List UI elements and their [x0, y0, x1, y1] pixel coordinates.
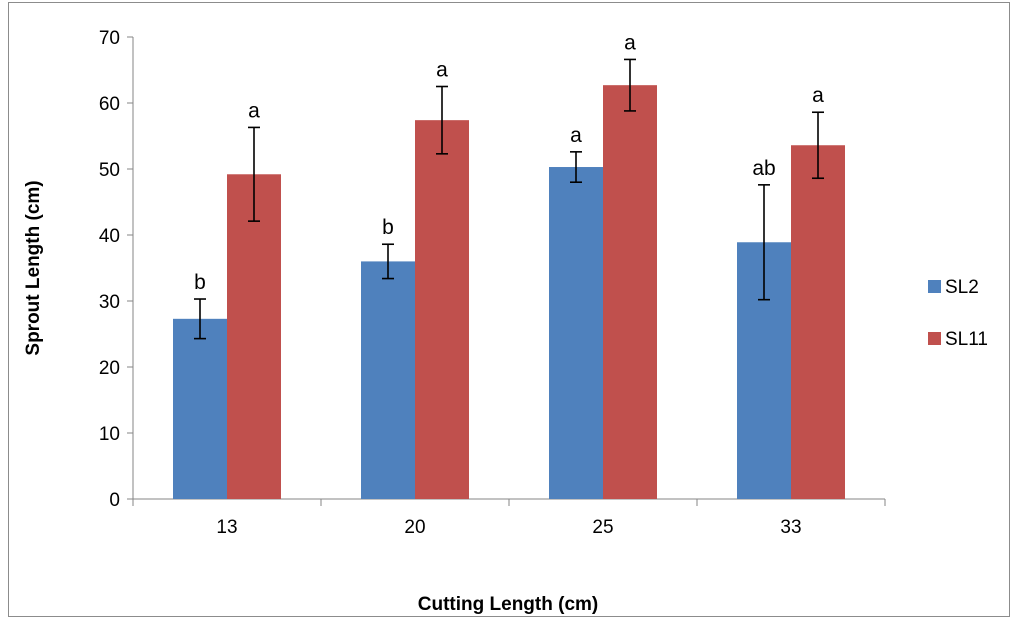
significance-label: ab — [752, 157, 775, 180]
y-tick-label: 10 — [99, 424, 120, 445]
x-tick-label: 33 — [780, 517, 801, 538]
x-axis-title: Cutting Length (cm) — [418, 594, 598, 615]
legend: SL2 SL11 — [928, 277, 988, 350]
x-tick-label: 13 — [216, 517, 237, 538]
y-tick-label: 30 — [99, 292, 120, 313]
legend-label-sl2: SL2 — [945, 277, 979, 298]
bar-sl11-13 — [227, 174, 281, 499]
y-tick-label: 20 — [99, 358, 120, 379]
bar-sl11-20 — [415, 120, 469, 499]
significance-label: a — [624, 31, 636, 54]
significance-label: b — [194, 271, 206, 294]
plot-area: 0 10 20 30 40 50 60 70 b a 13 b a 20 a a 25 ab a 33 — [99, 28, 886, 538]
significance-label: a — [812, 84, 824, 107]
bar-sl11-33 — [791, 145, 845, 500]
y-tick-label: 0 — [109, 490, 120, 511]
significance-label: a — [436, 59, 448, 82]
significance-label: b — [382, 216, 394, 239]
significance-label: a — [248, 99, 260, 122]
y-tick-label: 70 — [99, 28, 120, 49]
bar-sl11-25 — [603, 85, 657, 500]
bar-sl2-20 — [361, 261, 415, 499]
x-tick-label: 20 — [404, 517, 425, 538]
y-tick-label: 40 — [99, 226, 120, 247]
legend-swatch-sl2 — [928, 280, 941, 293]
significance-label: a — [570, 124, 582, 147]
legend-swatch-sl11 — [928, 332, 941, 345]
y-tick-label: 50 — [99, 160, 120, 181]
y-axis-title: Sprout Length (cm) — [23, 180, 44, 355]
bar-sl2-13 — [173, 318, 227, 499]
bar-sl2-25 — [549, 167, 603, 499]
y-tick-label: 60 — [99, 94, 120, 115]
legend-label-sl11: SL11 — [945, 329, 988, 350]
x-tick-label: 25 — [592, 517, 613, 538]
